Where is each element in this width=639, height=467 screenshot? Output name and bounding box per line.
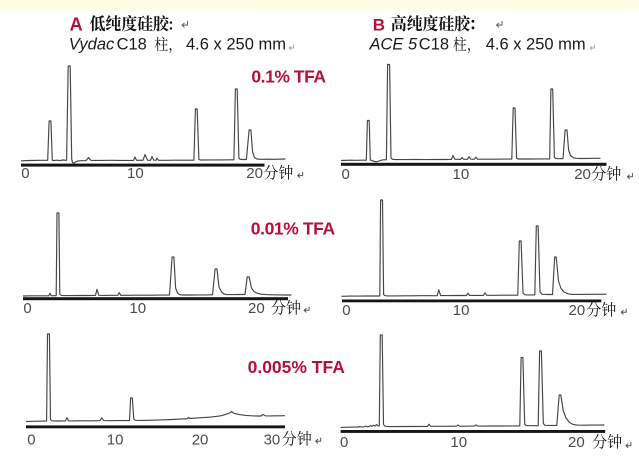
svg-text:0: 0 xyxy=(340,434,348,451)
svg-text:0: 0 xyxy=(27,432,35,449)
svg-text:B: B xyxy=(373,15,385,34)
svg-text:C18: C18 xyxy=(419,36,449,54)
svg-text:30: 30 xyxy=(264,432,281,449)
svg-text:0: 0 xyxy=(342,166,350,183)
svg-text:4.6 x 250 mm: 4.6 x 250 mm xyxy=(186,36,286,54)
svg-text:A: A xyxy=(70,14,83,34)
svg-text:20: 20 xyxy=(248,300,265,317)
svg-text:20: 20 xyxy=(574,166,591,183)
svg-text:0: 0 xyxy=(342,302,350,319)
svg-text:0.1% TFA: 0.1% TFA xyxy=(251,67,326,87)
svg-text:20: 20 xyxy=(568,434,585,451)
svg-text:0.005% TFA: 0.005% TFA xyxy=(248,357,346,377)
svg-text:0.01% TFA: 0.01% TFA xyxy=(251,218,336,238)
svg-text:10: 10 xyxy=(129,300,146,317)
svg-text:Vydac: Vydac xyxy=(69,36,115,54)
svg-text:10: 10 xyxy=(453,302,470,319)
svg-text:10: 10 xyxy=(453,166,470,183)
svg-text:10: 10 xyxy=(450,434,467,451)
svg-text:4.6 x 250 mm: 4.6 x 250 mm xyxy=(486,36,586,54)
svg-text:C18: C18 xyxy=(117,36,147,54)
svg-text:10: 10 xyxy=(127,165,144,182)
svg-text:20: 20 xyxy=(246,165,263,182)
svg-text:20: 20 xyxy=(192,432,209,449)
svg-text:10: 10 xyxy=(107,432,124,449)
svg-text:0: 0 xyxy=(23,300,31,317)
svg-text::: : xyxy=(168,17,173,34)
svg-text:ACE 5: ACE 5 xyxy=(369,36,419,54)
svg-text:0: 0 xyxy=(21,165,29,182)
svg-text:20: 20 xyxy=(569,302,586,319)
